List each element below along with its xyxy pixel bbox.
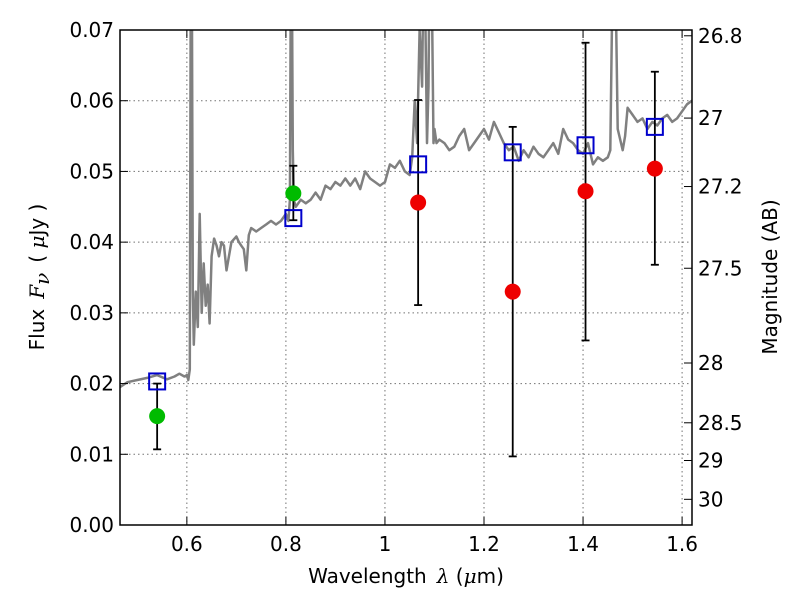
y-tick-label: 0.06 — [69, 89, 114, 113]
x-tick-label: 1.2 — [468, 532, 500, 556]
marker-layer — [148, 117, 664, 425]
nondetection-point — [577, 183, 594, 200]
y-tick-label: 0.03 — [69, 301, 114, 325]
y-tick-label: 0.07 — [69, 18, 114, 42]
nondetection-point — [504, 283, 521, 300]
x-axis-unit-mu: μ — [464, 564, 477, 588]
y-axis-label: Flux Fν ( μJy ) — [25, 204, 54, 351]
y-tick-label: 0.02 — [69, 372, 114, 396]
y-tick-label: 0.01 — [69, 442, 114, 466]
nondetection-point — [646, 160, 663, 177]
model-photometry-point — [503, 143, 522, 162]
tick-layer: 0.6 0.8 1 1.2 1.4 1.6 0.00 0.01 0.02 0.03 0.04 0.05… — [69, 18, 742, 556]
x-tick-label: 1.6 — [666, 532, 698, 556]
x-tick-label: 0.6 — [171, 532, 203, 556]
plot-frame — [119, 29, 693, 526]
x-axis-label-text: Wavelength — [308, 564, 427, 588]
spectrum-layer — [120, 30, 692, 389]
spectrum-line — [120, 30, 692, 389]
y2-tick-label: 27 — [698, 106, 723, 130]
y-axis-unit-open: ( — [25, 249, 49, 263]
detection-point — [149, 408, 166, 425]
y2-tick-label: 27.2 — [698, 175, 743, 199]
nondetection-point — [410, 194, 427, 211]
grid-layer — [120, 30, 692, 525]
x-tick-label: 0.8 — [270, 532, 302, 556]
y2-tick-label: 26.8 — [698, 24, 743, 48]
x-tick-label: 1 — [379, 532, 392, 556]
y-axis-unit-mu: μ — [25, 236, 49, 249]
y2-tick-label: 27.5 — [698, 256, 743, 280]
x-axis-unit-rest: m) — [477, 564, 504, 588]
model-photometry-point — [148, 372, 167, 391]
y2-tick-label: 28 — [698, 351, 723, 375]
y2-tick-label: 29 — [698, 449, 723, 473]
x-tick-label: 1.4 — [567, 532, 599, 556]
y-axis-symbol-nu: ν — [30, 273, 54, 285]
y2-axis-label: Magnitude (AB) — [758, 199, 782, 354]
y2-tick-label: 28.5 — [698, 411, 743, 435]
model-photometry-point — [284, 209, 303, 228]
model-photometry-point — [409, 155, 428, 174]
y2-tick-label: 30 — [698, 487, 723, 511]
model-photometry-point — [576, 136, 595, 155]
model-photometry-point — [645, 117, 664, 136]
x-axis-symbol: λ — [436, 564, 450, 588]
y-tick-label: 0.00 — [69, 513, 114, 537]
x-axis-label: Wavelength λ (μm) — [308, 564, 504, 588]
y-tick-label: 0.05 — [69, 159, 114, 183]
y-axis-unit-rest: Jy ) — [25, 204, 49, 238]
y-axis-symbol-f: F — [25, 284, 49, 300]
detection-point — [285, 185, 302, 202]
y-axis-label-text: Flux — [25, 309, 49, 351]
y-tick-label: 0.04 — [69, 230, 114, 254]
x-axis-unit-open: ( — [449, 564, 463, 588]
